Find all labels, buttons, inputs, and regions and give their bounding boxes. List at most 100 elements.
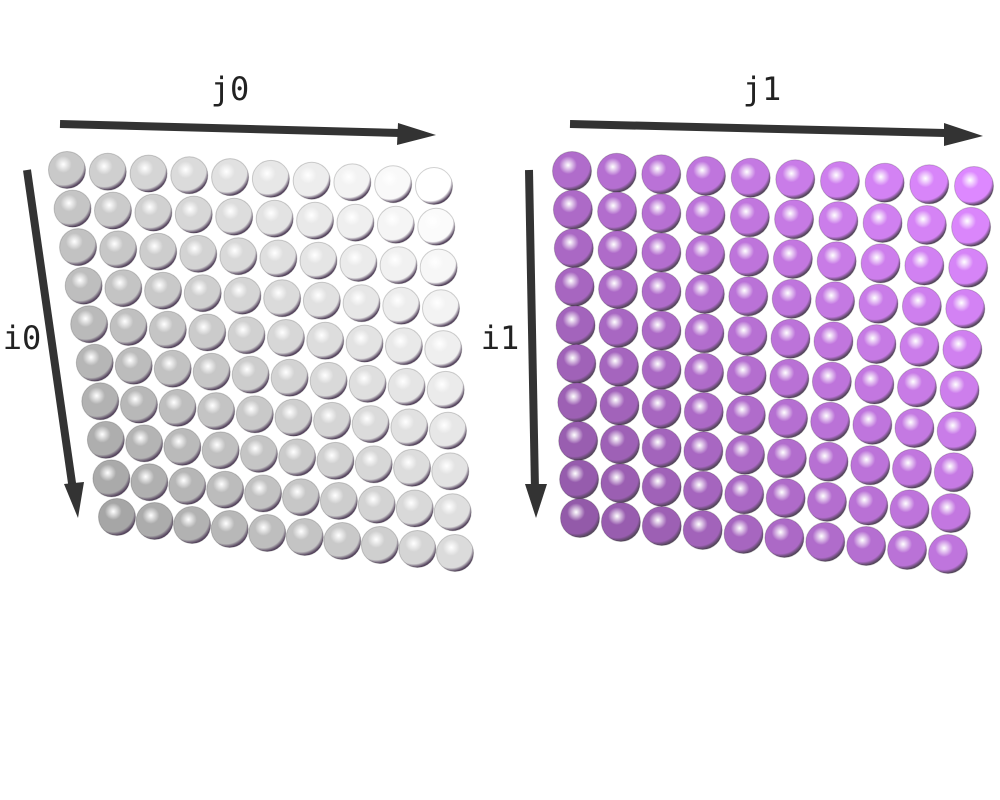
sphere: [954, 166, 994, 206]
sphere: [323, 522, 362, 560]
sphere: [554, 266, 595, 307]
sphere: [70, 305, 109, 344]
sphere: [641, 506, 682, 546]
sphere: [333, 163, 372, 202]
sphere: [309, 361, 348, 400]
sphere: [553, 228, 594, 269]
sphere: [641, 193, 682, 234]
sphere: [599, 346, 639, 387]
sphere: [144, 271, 183, 310]
sphere: [816, 241, 857, 282]
sphere: [556, 343, 597, 384]
sphere: [263, 279, 302, 318]
sphere: [928, 534, 968, 574]
sphere: [775, 159, 816, 200]
sphere: [686, 156, 726, 196]
sphere: [641, 388, 682, 429]
sphere: [339, 244, 378, 282]
sphere: [354, 445, 393, 484]
sphere: [192, 352, 231, 391]
sphere: [771, 278, 812, 319]
sphere: [726, 355, 767, 396]
sphere: [360, 526, 399, 564]
sphere: [188, 313, 227, 352]
sphere: [135, 502, 174, 540]
sphere: [248, 514, 287, 552]
sphere: [641, 427, 682, 468]
sphere: [600, 502, 641, 542]
sphere: [848, 485, 889, 526]
sphere: [53, 189, 92, 228]
sphere: [267, 319, 305, 357]
row-axis-label: i1: [481, 319, 520, 357]
sphere: [597, 191, 638, 232]
sphere: [385, 327, 423, 366]
sphere: [197, 392, 236, 431]
sphere: [641, 154, 682, 195]
sphere: [727, 316, 768, 356]
sphere: [770, 318, 811, 359]
sphere: [251, 159, 290, 198]
sphere: [765, 478, 806, 519]
sphere: [764, 518, 805, 558]
sphere: [805, 522, 846, 562]
sphere: [724, 474, 765, 515]
sphere: [598, 307, 639, 348]
sphere: [255, 199, 294, 238]
sphere: [772, 239, 813, 279]
column-axis-arrow: [59, 120, 401, 137]
sphere: [296, 201, 335, 240]
row-axis-arrow: [23, 169, 77, 491]
sphere: [846, 526, 887, 566]
sphere: [599, 385, 640, 426]
sphere: [951, 206, 992, 247]
sphere: [774, 199, 815, 240]
sphere: [336, 203, 375, 242]
sphere: [235, 395, 274, 434]
sphere: [109, 308, 148, 346]
sphere: [179, 234, 218, 273]
sphere: [227, 316, 266, 355]
sphere: [906, 205, 947, 245]
sphere: [852, 404, 893, 445]
panel-0: j0 i0: [3, 70, 474, 572]
column-axis-arrowhead: [397, 123, 436, 145]
sphere: [417, 207, 456, 246]
sphere: [641, 466, 682, 507]
sphere: [683, 392, 724, 432]
sphere: [211, 158, 250, 197]
sphere: [889, 489, 930, 530]
sphere: [909, 164, 950, 205]
sphere: [948, 247, 989, 288]
sphere: [892, 448, 932, 489]
sphere: [904, 245, 945, 286]
column-axis-label: j0: [211, 70, 250, 108]
sphere: [393, 448, 432, 487]
sphere: [436, 534, 474, 572]
sphere: [899, 326, 940, 367]
sphere: [558, 420, 599, 461]
sphere: [862, 203, 903, 243]
sphere: [682, 510, 723, 550]
sphere: [600, 424, 640, 465]
sphere: [860, 243, 901, 284]
sphere: [270, 358, 309, 397]
sphere: [342, 284, 381, 323]
sphere: [811, 361, 852, 402]
row-axis-arrow: [525, 169, 539, 491]
sphere: [683, 431, 724, 472]
row-axis-label: i0: [3, 319, 42, 357]
sphere: [348, 364, 387, 403]
sphere: [723, 514, 764, 554]
sphere: [99, 230, 138, 269]
sphere: [818, 201, 859, 242]
sphere: [88, 152, 127, 191]
sphere: [557, 382, 598, 423]
sphere: [302, 281, 341, 320]
sphere: [894, 408, 935, 449]
sphere: [854, 364, 895, 405]
sphere: [285, 518, 324, 556]
sphere: [244, 474, 283, 513]
column-axis-arrow: [569, 120, 946, 137]
sphere: [683, 470, 723, 511]
